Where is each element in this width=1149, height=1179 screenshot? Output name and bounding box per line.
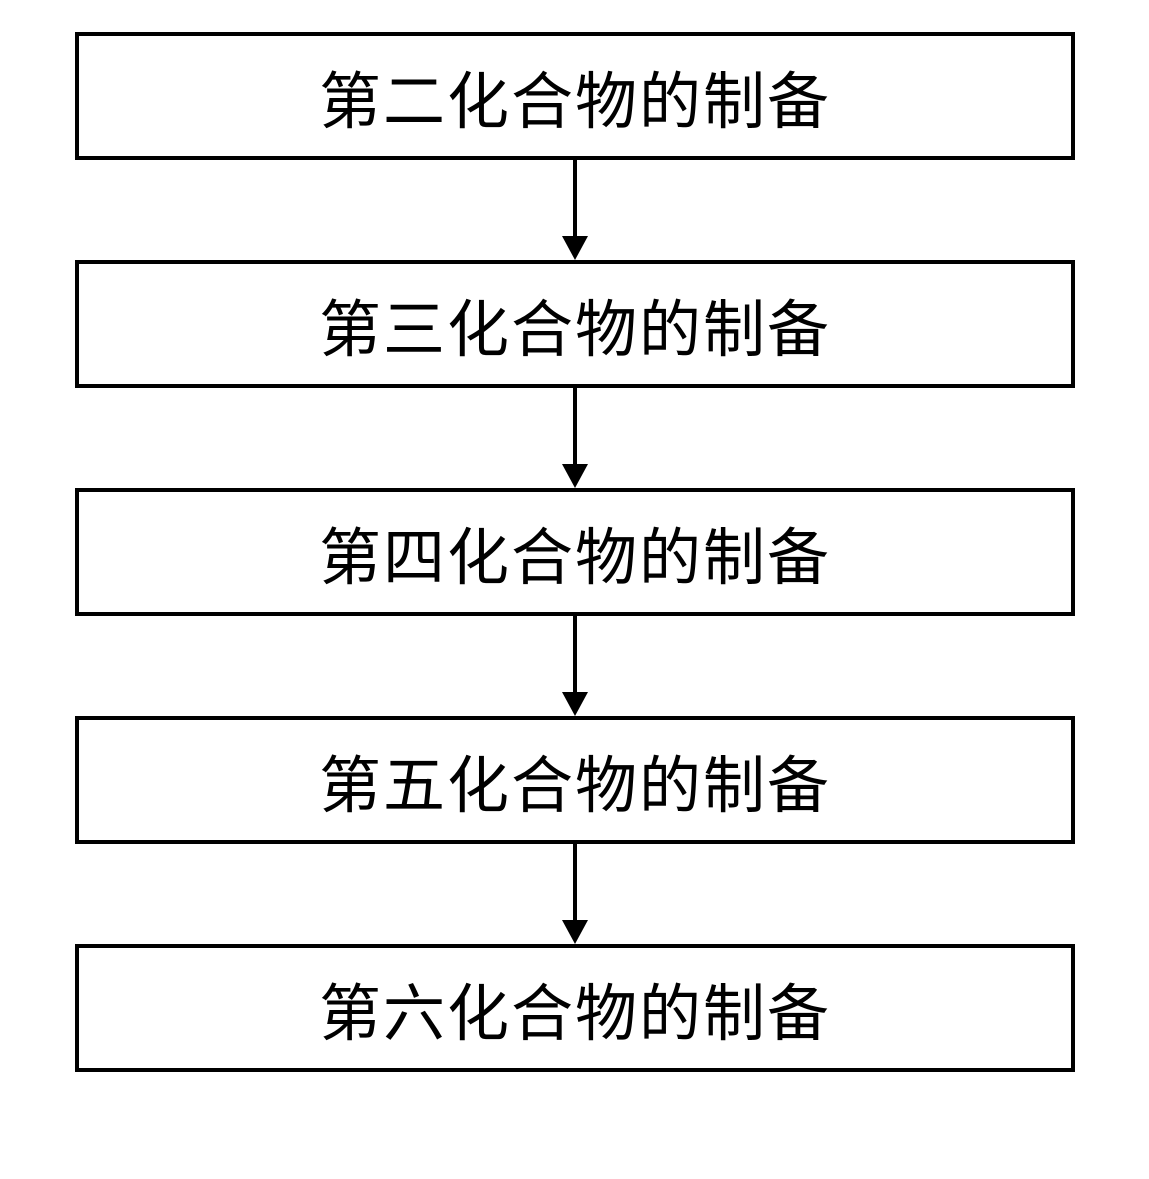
arrow-line-icon <box>573 844 577 922</box>
flow-node-5-label: 第六化合物的制备 <box>319 963 831 1053</box>
arrow-line-icon <box>573 160 577 238</box>
arrow-head-icon <box>562 236 588 260</box>
flow-node-2: 第三化合物的制备 <box>75 260 1075 388</box>
flowchart-container: 第二化合物的制备 第三化合物的制备 第四化合物的制备 第五化合物的制备 第六化合… <box>50 32 1099 1072</box>
arrow-line-icon <box>573 616 577 694</box>
arrow-line-icon <box>573 388 577 466</box>
flow-node-5: 第六化合物的制备 <box>75 944 1075 1072</box>
arrow-head-icon <box>562 920 588 944</box>
flow-node-3-label: 第四化合物的制备 <box>319 507 831 597</box>
flow-node-1-label: 第二化合物的制备 <box>319 51 831 141</box>
flow-arrow-2 <box>50 388 1099 488</box>
flow-arrow-4 <box>50 844 1099 944</box>
arrow-head-icon <box>562 692 588 716</box>
flow-node-4-label: 第五化合物的制备 <box>319 735 831 825</box>
flow-arrow-3 <box>50 616 1099 716</box>
flow-node-1: 第二化合物的制备 <box>75 32 1075 160</box>
arrow-head-icon <box>562 464 588 488</box>
flow-node-3: 第四化合物的制备 <box>75 488 1075 616</box>
flow-arrow-1 <box>50 160 1099 260</box>
flow-node-4: 第五化合物的制备 <box>75 716 1075 844</box>
flow-node-2-label: 第三化合物的制备 <box>319 279 831 369</box>
